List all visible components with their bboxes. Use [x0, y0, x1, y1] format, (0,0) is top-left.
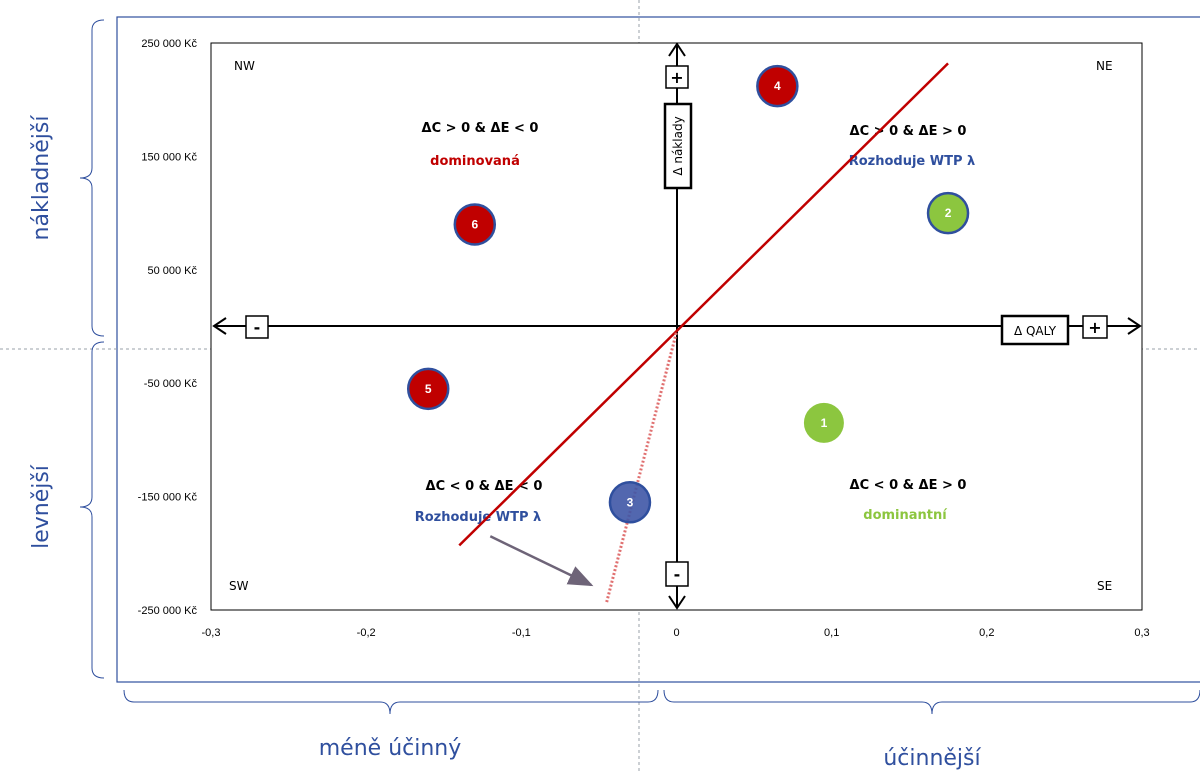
ne-verdict: Rozhoduje WTP λ — [849, 154, 976, 169]
x-tick-label: 0,1 — [824, 627, 839, 639]
bubble-label: 5 — [425, 382, 432, 396]
x-axis-title: Δ QALY — [1014, 324, 1057, 338]
x-axis-arrow-left — [212, 317, 227, 335]
sw-verdict: Rozhoduje WTP λ — [415, 510, 542, 525]
x-tick-label: -0,1 — [512, 627, 531, 639]
bubble-label: 6 — [471, 217, 478, 231]
bubble-6: 6 — [453, 203, 497, 246]
bubble-circle — [406, 367, 450, 411]
bubble-circle — [453, 203, 497, 246]
y-tick-labels: 250 000 Kč 150 000 Kč 50 000 Kč -50 000 Kč -… — [138, 38, 198, 617]
y-tick-label: 50 000 Kč — [147, 265, 197, 277]
sign-left: - — [254, 318, 261, 337]
label-more-costly: nákladnější — [29, 115, 54, 241]
x-tick-label: -0,2 — [357, 627, 376, 639]
bubble-label: 2 — [945, 206, 952, 220]
x-tick-label: 0,3 — [1134, 627, 1149, 639]
minus-box-bottom — [665, 561, 689, 587]
pointer-arrow — [489, 535, 594, 587]
y-tick-label: 250 000 Kč — [141, 38, 197, 50]
bubble-4: 4 — [756, 64, 799, 108]
se-verdict: dominantní — [863, 508, 948, 523]
bubble-label: 4 — [774, 79, 781, 93]
y-axis-arrow-top — [668, 42, 686, 57]
y-tick-label: -150 000 Kč — [138, 492, 198, 504]
corner-ne: NE — [1096, 59, 1113, 73]
bubble-circle — [756, 64, 799, 108]
x-tick-labels: -0,3 -0,2 -0,1 0 0,1 0,2 0,3 — [202, 627, 1150, 639]
x-axis-arrow-right — [1127, 317, 1142, 335]
bubble-circle — [803, 402, 844, 443]
plus-box-right — [1082, 315, 1108, 339]
ne-condition: ΔC > 0 & ΔE > 0 — [850, 124, 967, 139]
y-tick-label: -250 000 Kč — [138, 605, 198, 617]
minus-box-left — [245, 315, 269, 339]
se-condition: ΔC < 0 & ΔE > 0 — [850, 478, 967, 493]
wtp-threshold-line — [458, 62, 949, 547]
wtp-dotted-line — [605, 331, 678, 603]
bracket-right-bottom — [663, 689, 1200, 715]
corner-se: SE — [1097, 579, 1112, 593]
x-tick-label: -0,3 — [202, 627, 221, 639]
x-tick-label: 0 — [673, 627, 679, 639]
y-axis-arrow-bottom — [668, 595, 686, 610]
bracket-left-bottom — [123, 689, 659, 715]
bubble-5: 5 — [406, 367, 450, 411]
y-tick-label: 150 000 Kč — [141, 151, 197, 163]
label-more-effective: účinnější — [883, 746, 981, 771]
sw-condition: ΔC < 0 & ΔE < 0 — [426, 479, 543, 494]
bubble-circle — [926, 191, 970, 235]
bracket-bottom-left — [79, 341, 105, 679]
data-layer: 1 2 3 4 5 6 — [406, 62, 970, 603]
bubble-1: 1 — [803, 402, 844, 443]
sign-right: + — [1088, 318, 1101, 337]
y-axis-title: Δ náklady — [671, 116, 685, 175]
nw-verdict: dominovaná — [430, 154, 520, 169]
x-tick-label: 0,2 — [979, 627, 994, 639]
y-tick-label: -50 000 Kč — [144, 378, 198, 390]
nw-condition: ΔC > 0 & ΔE < 0 — [422, 121, 539, 136]
costs-label-box — [663, 102, 693, 190]
label-cheaper: levnější — [29, 464, 54, 549]
bubble-circle — [608, 481, 652, 524]
qaly-label-box — [1000, 314, 1070, 346]
sign-top: + — [670, 68, 683, 87]
bubble-2: 2 — [926, 191, 970, 235]
label-less-effective: méně účinný — [319, 736, 462, 761]
bubble-3: 3 — [608, 481, 652, 524]
plus-box-top — [665, 65, 689, 89]
corner-sw: SW — [229, 579, 249, 593]
sign-bottom: - — [674, 565, 681, 584]
corner-nw: NW — [234, 59, 255, 73]
bubble-label: 1 — [821, 416, 828, 430]
bubble-label: 3 — [627, 495, 634, 509]
bracket-top-left — [79, 19, 105, 337]
